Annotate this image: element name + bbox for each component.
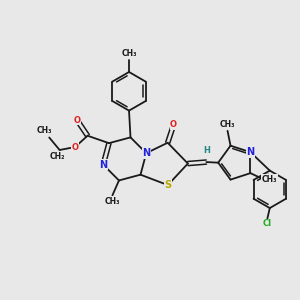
Text: CH₂: CH₂ (50, 152, 65, 161)
Text: O: O (170, 120, 177, 129)
Text: CH₃: CH₃ (220, 120, 235, 129)
Text: O: O (72, 142, 79, 152)
Text: Cl: Cl (263, 219, 272, 228)
Text: CH₃: CH₃ (262, 175, 277, 184)
Text: N: N (142, 148, 150, 158)
Text: CH₃: CH₃ (105, 197, 120, 206)
Text: CH₃: CH₃ (121, 49, 137, 58)
Text: H: H (203, 146, 210, 155)
Text: S: S (164, 180, 171, 190)
Text: CH₃: CH₃ (37, 127, 52, 136)
Text: O: O (74, 116, 81, 125)
Text: N: N (246, 147, 254, 157)
Text: N: N (99, 160, 107, 170)
